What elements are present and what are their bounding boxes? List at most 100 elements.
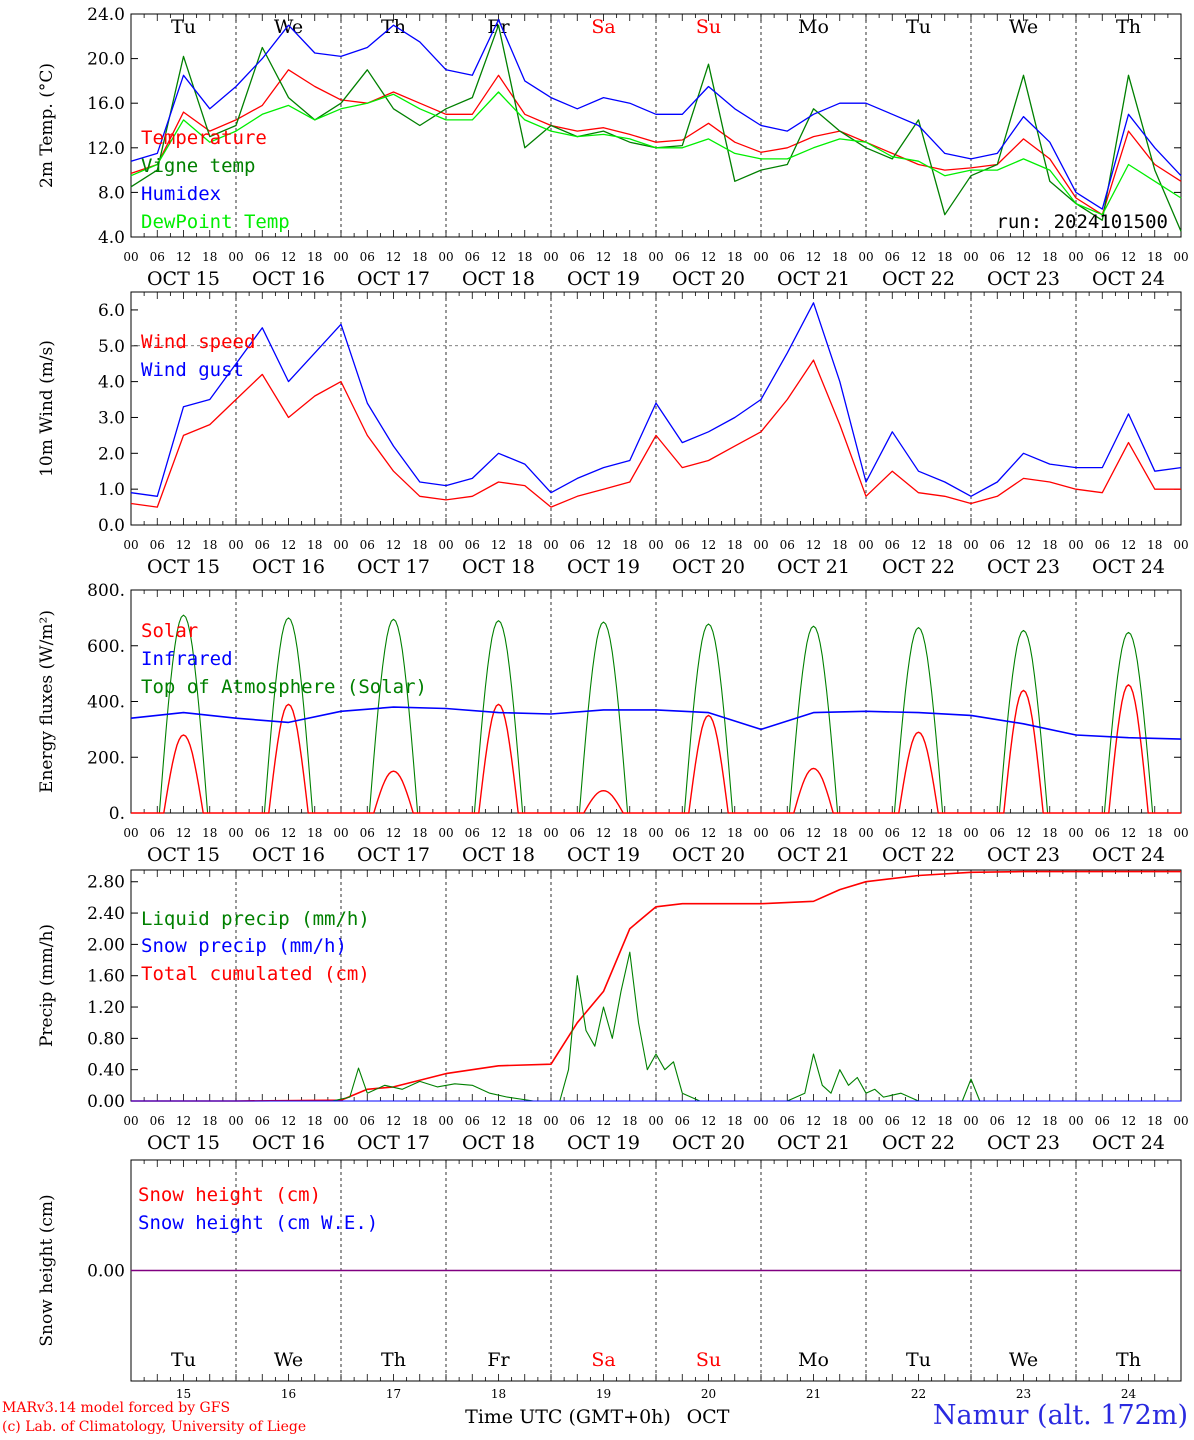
hour-tick-label: 00 (123, 538, 138, 552)
panel-4: 2.80 2.40 2.00 1.60 1.20 0.80 0.40 0.00 Precip (… (37, 869, 1189, 1154)
hour-tick-label: 00 (438, 250, 453, 264)
weekday-label-top: Su (696, 16, 721, 38)
hour-tick-label: 18 (1147, 250, 1162, 264)
x-axis-label: Time UTC (GMT+0h) (465, 1406, 671, 1428)
date-label: OCT 17 (357, 556, 430, 578)
hour-tick-label: 00 (963, 1114, 978, 1128)
date-label: OCT 16 (252, 1132, 325, 1154)
date-label: OCT 18 (462, 556, 535, 578)
weekday-label-top: Th (381, 16, 406, 38)
y-tick-label: 0.40 (87, 1061, 125, 1081)
hour-tick-label: 12 (911, 1114, 926, 1128)
weekday-label-top: Th (1116, 16, 1141, 38)
hour-tick-label: 06 (675, 538, 690, 552)
hour-tick-label: 12 (701, 250, 716, 264)
hour-tick-label: 12 (281, 538, 296, 552)
y-tick-label: 2.00 (87, 935, 125, 955)
hour-tick-label: 12 (176, 826, 191, 840)
hour-tick-label: 18 (832, 1114, 847, 1128)
weekday-label-bottom: Tu (171, 1349, 196, 1371)
date-label: OCT 17 (357, 268, 430, 290)
hour-tick-label: 06 (255, 250, 270, 264)
hour-tick-label: 12 (281, 1114, 296, 1128)
hour-tick-label: 12 (1016, 538, 1031, 552)
hour-tick-label: 06 (1095, 538, 1110, 552)
date-label: OCT 17 (357, 844, 430, 866)
hour-tick-label: 18 (832, 826, 847, 840)
hour-tick-label: 06 (780, 826, 795, 840)
hour-tick-label: 06 (675, 826, 690, 840)
date-label: OCT 22 (882, 556, 955, 578)
hour-tick-label: 06 (255, 826, 270, 840)
hour-tick-label: 06 (1095, 1114, 1110, 1128)
hour-tick-label: 00 (858, 1114, 873, 1128)
hour-tick-label: 06 (150, 826, 165, 840)
hour-tick-label: 06 (1095, 250, 1110, 264)
hour-tick-label: 00 (123, 1114, 138, 1128)
series-wind-speed (130, 359, 1181, 508)
weekday-label-bottom: Mo (798, 1349, 829, 1371)
date-label: OCT 15 (147, 844, 220, 866)
hour-tick-label: 00 (543, 250, 558, 264)
date-label: OCT 20 (672, 1132, 745, 1154)
date-label: OCT 20 (672, 268, 745, 290)
date-label: OCT 23 (987, 844, 1060, 866)
legend-entry: Liquid precip (mm/h) (141, 908, 370, 930)
hour-tick-label: 18 (727, 826, 742, 840)
date-label: OCT 19 (567, 556, 640, 578)
hour-tick-label: 00 (1068, 538, 1083, 552)
hour-tick-label: 18 (937, 250, 952, 264)
date-label: OCT 23 (987, 1132, 1060, 1154)
series-dewpoint-temp (130, 91, 1182, 216)
hour-tick-label: 06 (675, 1114, 690, 1128)
hour-tick-label: 00 (1173, 826, 1188, 840)
date-label: OCT 21 (777, 844, 850, 866)
day-number-label: 16 (281, 1387, 296, 1401)
legend-entry: Humidex (141, 183, 221, 205)
hour-tick-label: 06 (150, 250, 165, 264)
hour-tick-label: 12 (491, 538, 506, 552)
hour-tick-label: 00 (753, 1114, 768, 1128)
hour-tick-label: 00 (858, 538, 873, 552)
legend-entry: DewPoint Temp (141, 211, 290, 233)
hour-tick-label: 12 (701, 538, 716, 552)
hour-tick-label: 12 (1016, 826, 1031, 840)
hour-tick-label: 12 (806, 250, 821, 264)
day-number-label: 21 (806, 1387, 821, 1401)
hour-tick-label: 12 (596, 826, 611, 840)
hour-tick-label: 00 (228, 538, 243, 552)
hour-tick-label: 18 (622, 1114, 637, 1128)
y-axis-label: 10m Wind (m/s) (37, 340, 57, 477)
date-label: OCT 21 (777, 1132, 850, 1154)
hour-tick-label: 18 (622, 250, 637, 264)
hour-tick-label: 12 (911, 538, 926, 552)
hour-tick-label: 00 (1173, 1114, 1188, 1128)
y-tick-label: 2.80 (87, 873, 125, 893)
y-tick-label: 0.0 (98, 516, 125, 536)
hour-tick-label: 12 (596, 1114, 611, 1128)
hour-tick-label: 06 (255, 538, 270, 552)
panel-frame (130, 589, 1182, 814)
hour-tick-label: 12 (1121, 826, 1136, 840)
hour-tick-label: 06 (675, 250, 690, 264)
hour-tick-label: 00 (333, 1114, 348, 1128)
hour-tick-label: 00 (123, 826, 138, 840)
weekday-label-bottom: We (274, 1349, 303, 1371)
y-tick-label: 4.0 (98, 373, 125, 393)
hour-tick-label: 00 (228, 826, 243, 840)
panel-frame (130, 13, 1182, 238)
hour-tick-label: 06 (1095, 826, 1110, 840)
day-number-label: 22 (911, 1387, 926, 1401)
date-label: OCT 15 (147, 1132, 220, 1154)
day-number-label: 24 (1121, 1387, 1137, 1401)
legend-entry: Snow height (cm W.E.) (138, 1212, 378, 1234)
hour-tick-label: 00 (438, 826, 453, 840)
hour-tick-label: 06 (570, 1114, 585, 1128)
hour-tick-label: 00 (858, 250, 873, 264)
y-tick-label: 0.80 (87, 1029, 125, 1049)
y-axis-label: Precip (mm/h) (37, 924, 57, 1047)
series-humidex (130, 18, 1182, 210)
hour-tick-label: 12 (491, 1114, 506, 1128)
y-axis-label: Energy fluxes (W/m²) (37, 610, 57, 793)
hour-tick-label: 12 (281, 826, 296, 840)
